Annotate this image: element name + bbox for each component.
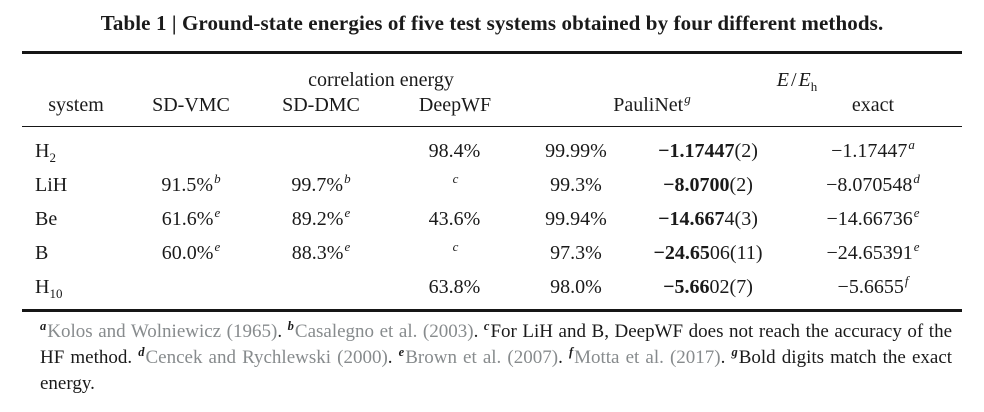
deepwf-cell: 43.6% [428, 207, 481, 230]
citation-casalegno: Casalegno et al. (2003) [294, 321, 474, 342]
paulinet-energy-cell: −8.0700(2) [663, 173, 753, 196]
symbol-E-hartree: E [798, 69, 811, 91]
sd-dmc-cell: 88.3%e [291, 238, 351, 264]
footnote-marker-e: e [398, 344, 405, 359]
deepwf-cell: c [452, 170, 459, 186]
system-cell: H2 [35, 139, 56, 165]
column-header-sd-dmc: SD-DMC [252, 92, 390, 127]
deepwf-cell: 63.8% [428, 275, 481, 298]
sd-dmc-cell: 89.2%e [291, 204, 351, 230]
paulinet-correlation-cell: 99.3% [550, 173, 602, 196]
footnote-marker-g: g [731, 344, 738, 359]
group-header-correlation-energy: correlation energy [308, 69, 454, 91]
exact-energy-cell: −14.66736e [826, 204, 920, 230]
column-header-system: system [22, 92, 130, 127]
deepwf-cell: c [452, 238, 459, 254]
column-header-exact: exact [784, 92, 962, 127]
column-header-deepwf: DeepWF [390, 92, 520, 127]
column-header-paulinet: PauliNetg [520, 92, 784, 127]
sd-vmc-cell: 91.5%b [161, 170, 221, 196]
footnote-marker-b: b [287, 318, 294, 333]
table-row-h10: H10 63.8% 98.0% −5.6602(7) −5.6655f [22, 270, 962, 311]
footnote-text: . [473, 321, 484, 342]
sd-vmc-cell: 61.6%e [161, 204, 221, 230]
citation-motta: Motta et al. (2017) [574, 347, 721, 368]
paulinet-energy-cell: −5.6602(7) [663, 275, 753, 298]
footnote-text-deepwf-note: For LiH and B, DeepWF does not reach the… [40, 321, 952, 368]
footnote-text: . [558, 347, 569, 368]
exact-energy-cell: −8.070548d [826, 170, 920, 196]
paulinet-correlation-cell: 99.94% [545, 207, 607, 230]
citation-cencek-rychlewski: Cencek and Rychlewski (2000) [145, 347, 388, 368]
deepwf-cell: 98.4% [428, 139, 481, 162]
group-header-energy-units: E / Eh [632, 53, 962, 93]
paper-table-figure: Table 1 | Ground-state energies of five … [0, 11, 984, 412]
column-header-row: system SD-VMC SD-DMC DeepWF PauliNetg ex… [22, 92, 962, 127]
system-cell: LiH [35, 173, 68, 196]
paulinet-correlation-cell: 98.0% [550, 275, 602, 298]
sd-dmc-cell [252, 127, 390, 169]
sd-vmc-cell [130, 127, 252, 169]
table-row-lih: LiH 91.5%b 99.7%b c 99.3% −8.0700(2) −8.… [22, 168, 962, 202]
paulinet-footnote-marker: g [684, 91, 691, 107]
exact-energy-cell: −5.6655f [837, 272, 909, 298]
paulinet-energy-cell: −1.17447(2) [658, 139, 758, 162]
system-cell: H10 [35, 275, 63, 301]
table-row-b: B 60.0%e 88.3%e c 97.3% −24.6506(11) −24… [22, 236, 962, 270]
citation-kolos-wolniewicz: Kolos and Wolniewicz (1965) [47, 321, 278, 342]
results-table: correlation energy E / Eh system SD-VMC SD… [22, 51, 962, 312]
paulinet-energy-cell: −24.6506(11) [653, 241, 763, 264]
hartree-subscript: h [810, 79, 818, 94]
table-row-h2: H2 98.4% 99.99% −1.17447(2) −1.17447a [22, 127, 962, 169]
sd-dmc-cell [252, 270, 390, 311]
slash-symbol: / [790, 69, 797, 91]
footnote-marker-d: d [138, 344, 145, 359]
sd-vmc-cell [130, 270, 252, 311]
footnote-marker-a: a [40, 318, 47, 333]
system-cell: B [35, 241, 49, 264]
footnote-text-bold-digits: Bold digits match the exact energy. [40, 347, 953, 394]
footnote-text: . [720, 347, 732, 368]
group-header-row: correlation energy E / Eh [22, 53, 962, 93]
footnote-text: . [277, 321, 288, 342]
group-header-spacer [22, 53, 130, 93]
symbol-E: E [776, 69, 789, 91]
footnote-text: . [387, 347, 399, 368]
table-title: Table 1 | Ground-state energies of five … [100, 11, 884, 35]
table-footnotes: aKolos and Wolniewicz (1965). bCasalegno… [40, 319, 952, 397]
footnote-marker-f: f [568, 344, 574, 359]
exact-energy-cell: −24.65391e [826, 238, 920, 264]
paulinet-correlation-cell: 97.3% [550, 241, 602, 264]
column-header-sd-vmc: SD-VMC [130, 92, 252, 127]
sd-dmc-cell: 99.7%b [291, 170, 351, 196]
paulinet-energy-cell: −14.6674(3) [658, 207, 758, 230]
citation-brown: Brown et al. (2007) [405, 347, 559, 368]
exact-energy-cell: −1.17447a [831, 136, 915, 162]
sd-vmc-cell: 60.0%e [161, 238, 221, 264]
paulinet-correlation-cell: 99.99% [545, 139, 607, 162]
table-row-be: Be 61.6%e 89.2%e 43.6% 99.94% −14.6674(3… [22, 202, 962, 236]
footnote-marker-c: c [483, 318, 490, 333]
system-cell: Be [35, 207, 58, 230]
